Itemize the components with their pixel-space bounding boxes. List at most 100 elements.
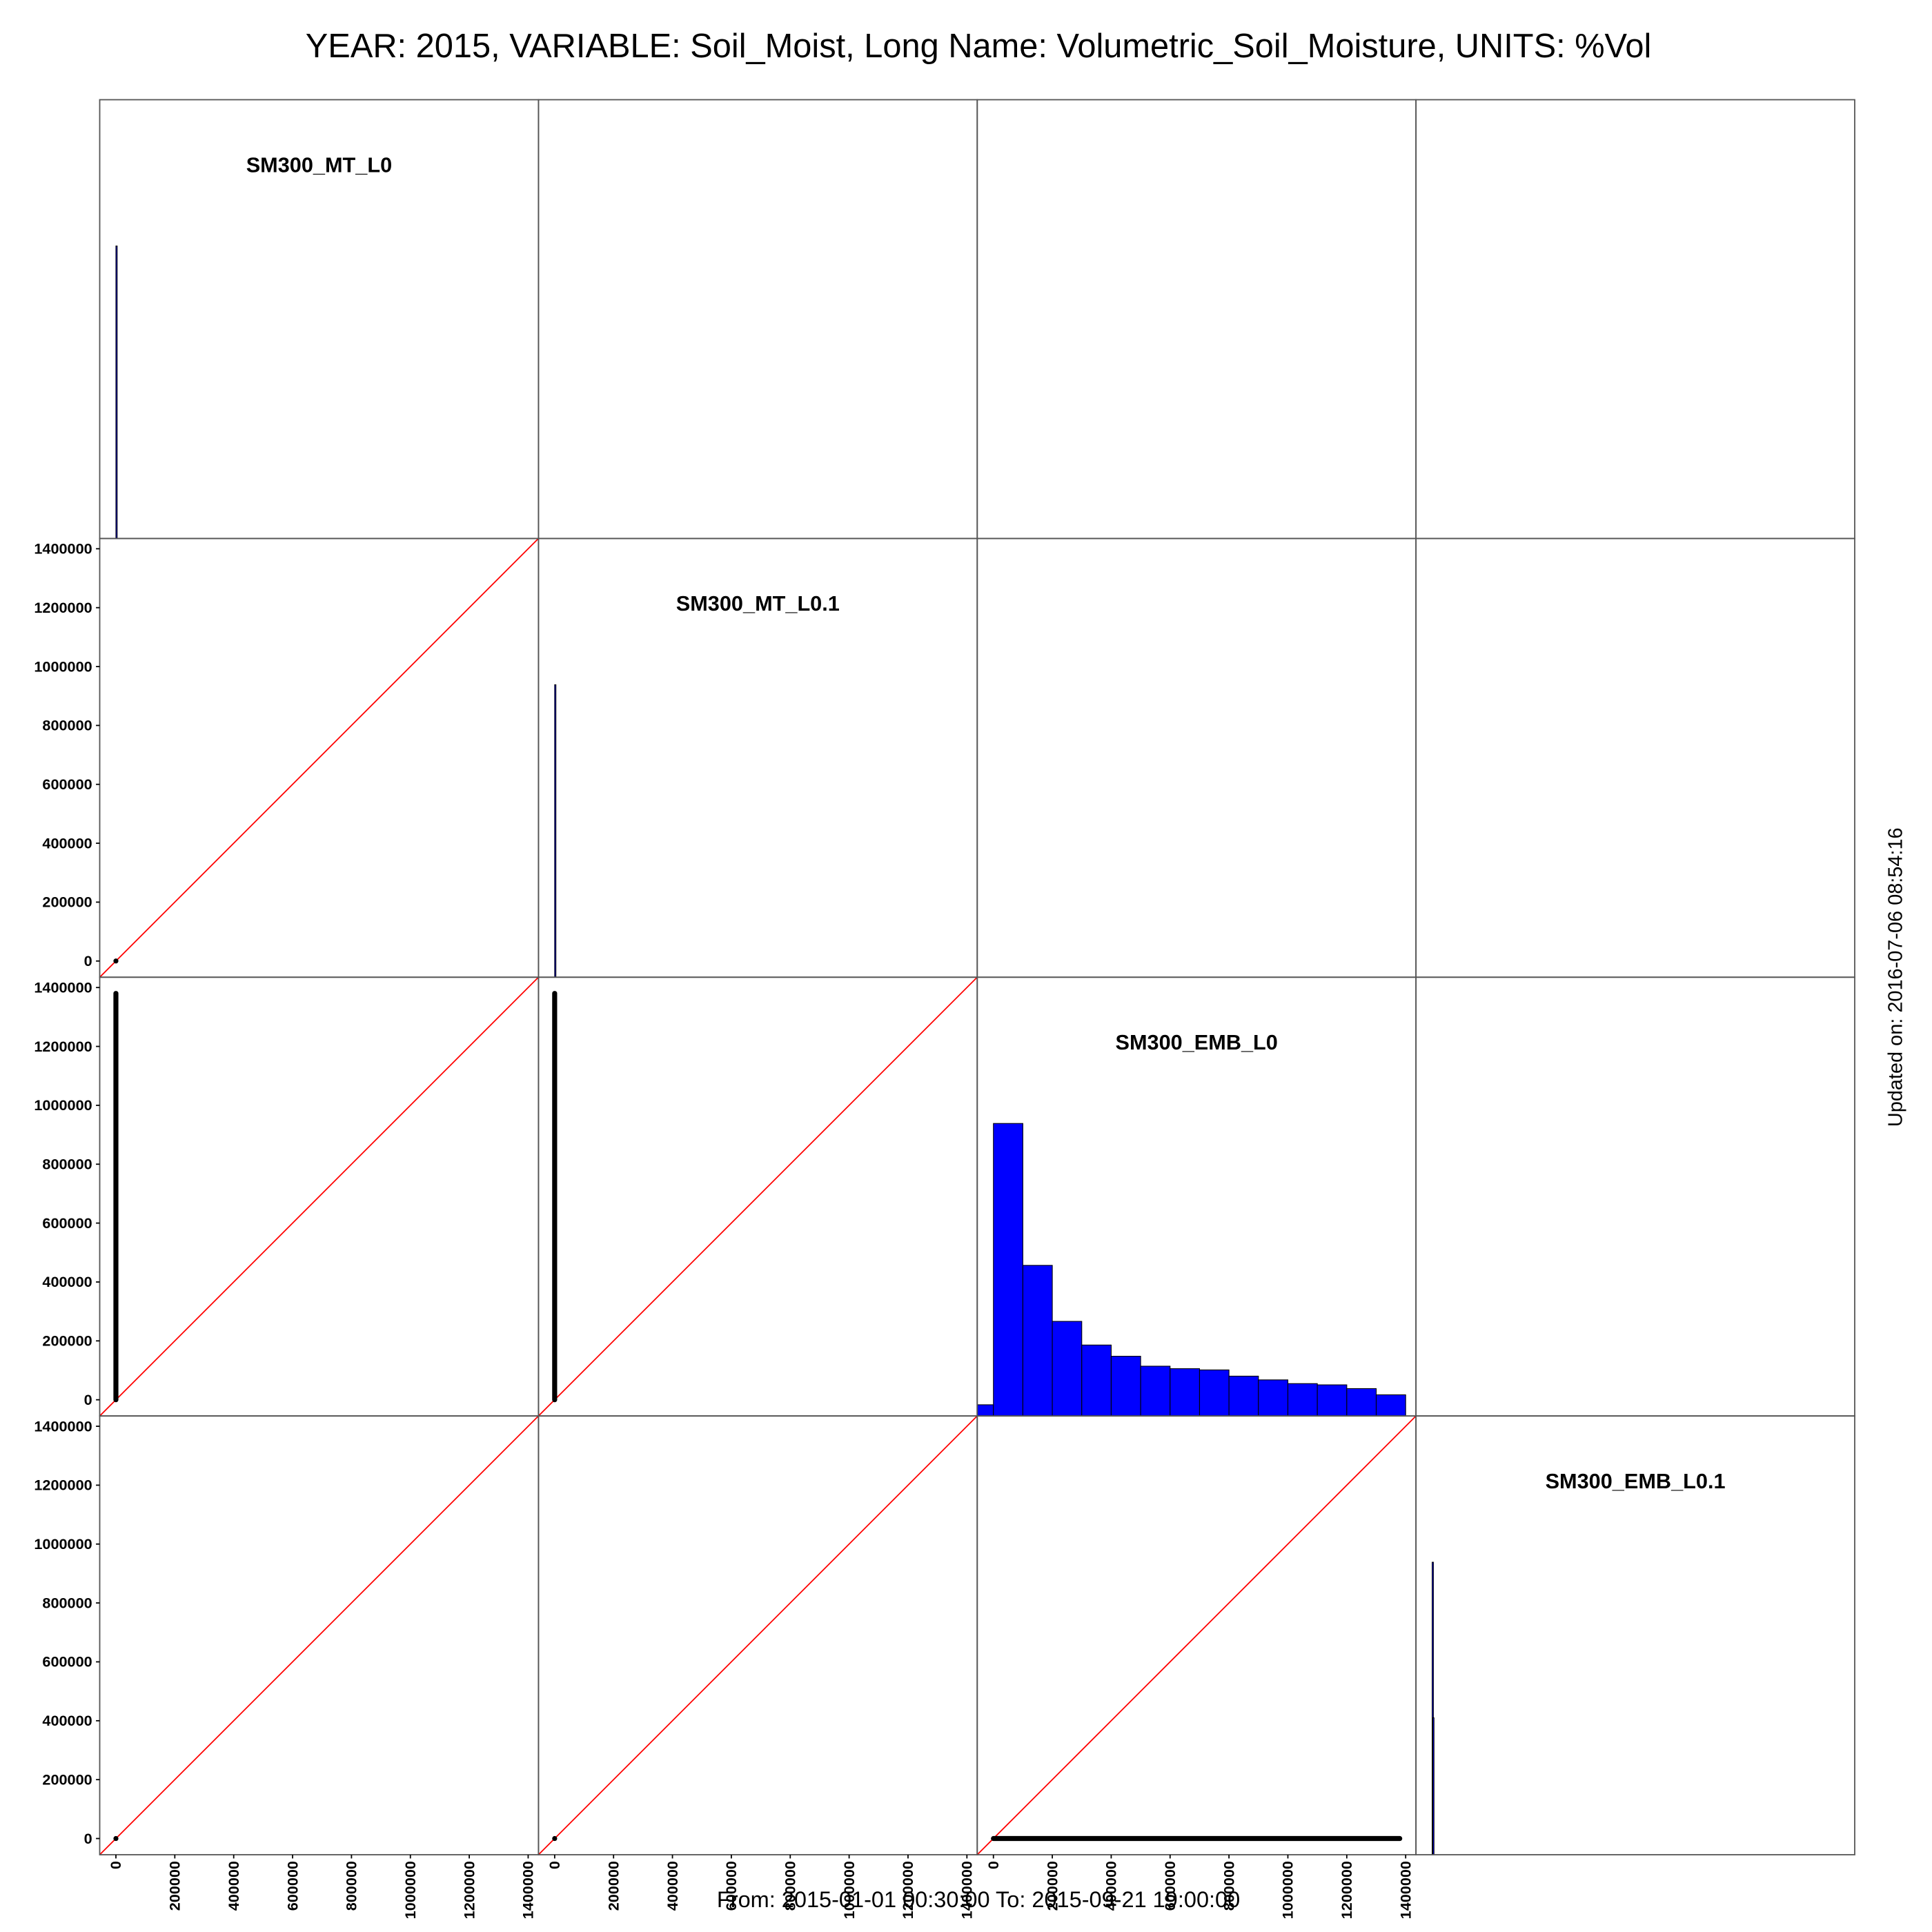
panel — [99, 538, 539, 978]
hist-bar — [1317, 1384, 1348, 1417]
hist-bar — [554, 684, 557, 978]
x-tick-label: 800000 — [343, 1861, 360, 1911]
x-tick-label: 0 — [985, 1861, 1002, 1869]
chart-title: YEAR: 2015, VARIABLE: Soil_Moist, Long N… — [306, 28, 1652, 65]
panel — [99, 977, 539, 1417]
y-tick-label: 0 — [84, 1391, 92, 1408]
y-tick-label: 1200000 — [34, 1038, 92, 1055]
variable-name: SM300_EMB_L0.1 — [1546, 1469, 1726, 1493]
hist-bar — [1140, 1366, 1171, 1417]
panel — [554, 684, 557, 978]
hist-bar — [1170, 1368, 1201, 1417]
x-tick-label: 600000 — [722, 1861, 740, 1911]
x-tick-label: 800000 — [781, 1861, 798, 1911]
x-tick-label: 200000 — [1043, 1861, 1061, 1911]
x-tick-label: 1400000 — [520, 1861, 537, 1919]
panel — [1432, 1561, 1435, 1855]
x-tick-label: 1400000 — [958, 1861, 976, 1919]
panel-border — [1415, 1415, 1855, 1855]
y-tick-label: 200000 — [42, 1332, 92, 1350]
reference-line — [99, 1416, 539, 1855]
y-tick-label: 200000 — [42, 894, 92, 911]
point — [552, 1835, 558, 1842]
x-tick-label: 200000 — [604, 1861, 622, 1911]
x-tick-label: 1200000 — [460, 1861, 477, 1919]
hist-bar — [1258, 1379, 1289, 1417]
panel — [99, 1416, 539, 1855]
x-tick-label: 1000000 — [840, 1861, 858, 1919]
y-tick-label: 1000000 — [34, 1096, 92, 1114]
y-tick-label: 600000 — [42, 776, 92, 793]
panel — [538, 977, 978, 1417]
y-tick-label: 0 — [84, 952, 92, 969]
panel — [977, 1416, 1417, 1855]
x-tick-label: 400000 — [1103, 1861, 1120, 1911]
y-tick-label: 1400000 — [34, 1417, 92, 1435]
x-tick-label: 600000 — [284, 1861, 301, 1911]
hist-bar — [1052, 1321, 1083, 1417]
y-tick-label: 600000 — [42, 1214, 92, 1232]
x-tick-label: 1400000 — [1397, 1861, 1414, 1919]
x-tick-label: 1000000 — [402, 1861, 419, 1919]
y-tick-label: 1200000 — [34, 599, 92, 616]
x-tick-label: 1000000 — [1279, 1861, 1297, 1919]
x-tick-label: 0 — [107, 1861, 124, 1869]
point — [113, 1835, 119, 1842]
variable-name: SM300_MT_L0.1 — [676, 591, 840, 615]
hist-bar — [1110, 1356, 1141, 1417]
y-tick-label: 800000 — [42, 1155, 92, 1172]
panel-border — [976, 99, 1417, 540]
hist-bar — [1432, 1561, 1434, 1855]
hist-bar — [1081, 1344, 1112, 1417]
hist-bar — [993, 1123, 1023, 1417]
x-tick-label: 600000 — [1161, 1861, 1179, 1911]
panel-border — [1415, 538, 1855, 978]
hist-bar — [1432, 1717, 1435, 1855]
panel — [115, 245, 118, 539]
footer: From: 2015-01-01 00:30:00 To: 2015-09-21… — [717, 1887, 1240, 1912]
y-tick-label: 1400000 — [34, 978, 92, 996]
reference-line — [538, 977, 978, 1417]
x-tick-label: 1200000 — [899, 1861, 916, 1919]
panel-border — [1415, 99, 1855, 540]
side-note: Updated on: 2016-07-06 08:54:16 — [1885, 827, 1907, 1127]
y-tick-label: 400000 — [42, 1273, 92, 1290]
reference-line — [99, 538, 539, 978]
x-tick-label: 1200000 — [1338, 1861, 1355, 1919]
point — [113, 958, 119, 964]
reference-line — [977, 1416, 1417, 1855]
panel-border — [1415, 976, 1855, 1417]
y-tick-label: 800000 — [42, 717, 92, 734]
y-tick-label: 1200000 — [34, 1477, 92, 1494]
hist-bar — [1375, 1394, 1406, 1417]
panel — [977, 1123, 1406, 1417]
panel-border — [976, 538, 1417, 978]
y-tick-label: 400000 — [42, 1712, 92, 1729]
y-tick-label: 200000 — [42, 1771, 92, 1788]
y-tick-label: 1000000 — [34, 1535, 92, 1552]
hist-bar — [1228, 1375, 1259, 1417]
panel-border — [538, 99, 978, 540]
x-tick-label: 0 — [546, 1861, 563, 1869]
y-tick-label: 400000 — [42, 834, 92, 851]
x-tick-label: 400000 — [664, 1861, 681, 1911]
hist-bar — [1199, 1369, 1230, 1417]
hist-bar — [1287, 1383, 1318, 1417]
panel — [538, 1416, 978, 1855]
x-tick-label: 200000 — [166, 1861, 184, 1911]
y-tick-label: 1400000 — [34, 540, 92, 558]
hist-bar — [115, 245, 118, 539]
y-tick-label: 0 — [84, 1830, 92, 1847]
hist-bar — [1022, 1265, 1053, 1417]
x-tick-label: 400000 — [225, 1861, 242, 1911]
y-tick-label: 600000 — [42, 1653, 92, 1670]
hist-bar — [1346, 1388, 1377, 1417]
x-tick-label: 800000 — [1220, 1861, 1237, 1911]
reference-line — [538, 1416, 978, 1855]
reference-line — [99, 977, 539, 1417]
variable-name: SM300_EMB_L0 — [1116, 1030, 1278, 1054]
y-tick-label: 800000 — [42, 1594, 92, 1611]
variable-name: SM300_MT_L0 — [246, 152, 393, 177]
hist-bar — [977, 1404, 994, 1417]
